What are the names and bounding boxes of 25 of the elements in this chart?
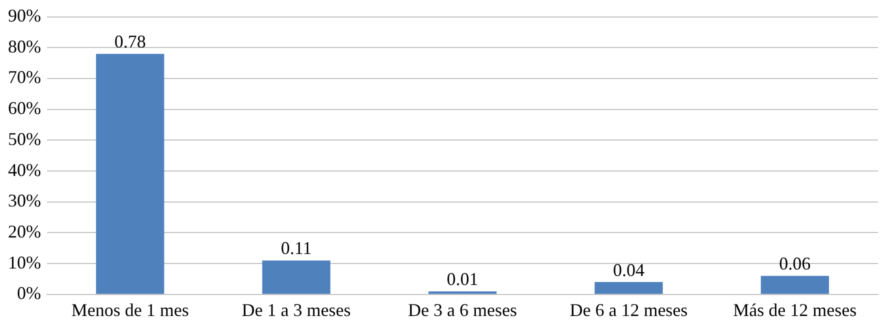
y-tick-label: 30% — [8, 190, 41, 211]
bar — [428, 291, 497, 294]
y-tick-label: 80% — [8, 36, 41, 56]
data-label: 0.04 — [612, 260, 644, 280]
y-tick-label: 70% — [8, 67, 41, 88]
y-tick-label: 50% — [8, 128, 41, 149]
x-tick-label: De 3 a 6 meses — [408, 300, 517, 320]
bar — [262, 260, 330, 294]
data-label: 0.78 — [114, 32, 146, 52]
x-tick-label: De 1 a 3 meses — [242, 300, 351, 320]
y-tick-label: 0% — [16, 283, 41, 304]
x-tick-label: De 6 a 12 meses — [570, 300, 688, 320]
data-label: 0.01 — [446, 269, 478, 290]
data-label: 0.06 — [779, 254, 811, 274]
data-label: 0.11 — [280, 238, 312, 258]
y-tick-label: 10% — [8, 252, 41, 272]
bar — [96, 54, 164, 294]
y-tick-label: 20% — [8, 221, 41, 242]
x-tick-label: Menos de 1 mes — [71, 300, 189, 320]
y-tick-label: 90% — [8, 6, 41, 26]
y-tick-label: 60% — [8, 98, 41, 118]
bar — [760, 276, 829, 294]
bar — [594, 282, 663, 294]
x-tick-label: Más de 12 meses — [733, 300, 857, 320]
y-tick-label: 40% — [8, 160, 41, 180]
